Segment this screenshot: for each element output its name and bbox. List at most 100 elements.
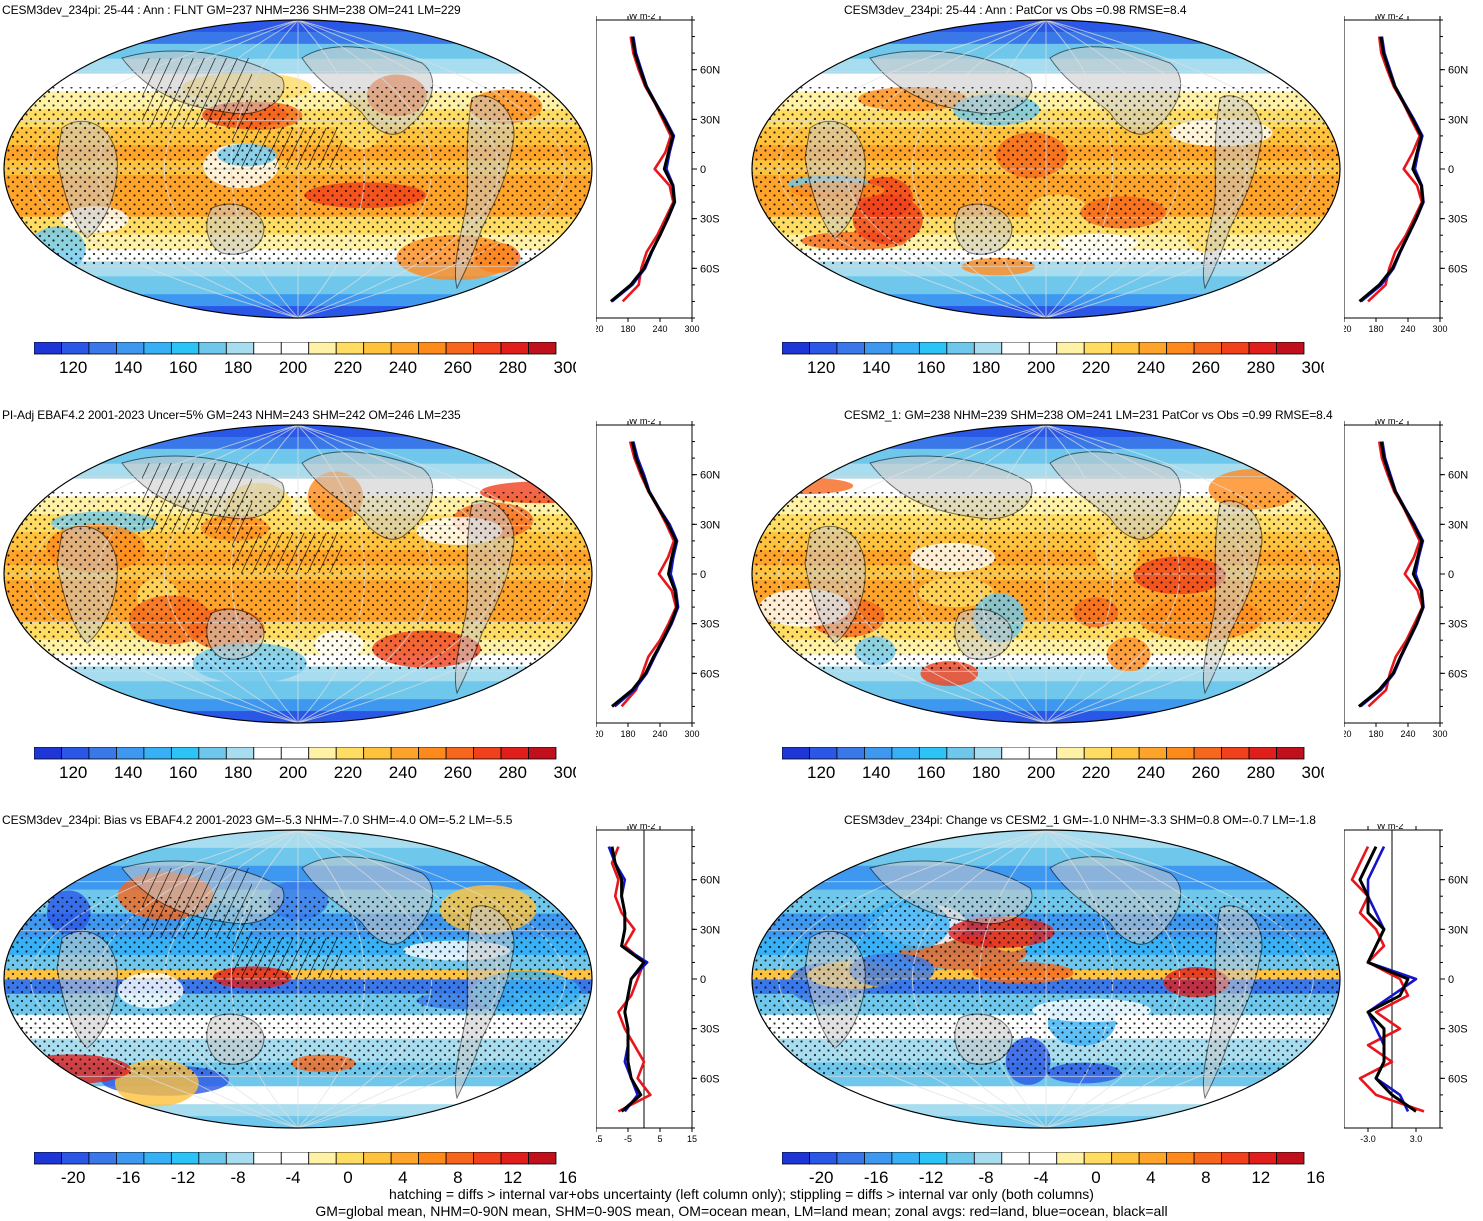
colorbar-swatch	[1193, 747, 1222, 760]
map-border	[3, 829, 593, 1129]
panel-title: CESM3dev_234pi: 25-44 : Ann : PatCor vs …	[844, 3, 1187, 17]
colorbar-label: -12	[919, 1168, 944, 1187]
colorbar-swatch	[390, 747, 420, 760]
colorbar-swatch	[363, 342, 392, 355]
colorbar-label: -8	[978, 1168, 993, 1187]
colorbar-swatch	[335, 342, 365, 355]
zonal-plot-p6: W m-2 60N 30N 0 30S 60S -3.0 3.0	[1344, 824, 1468, 1144]
colorbar-label: -4	[1033, 1168, 1048, 1187]
colorbar-swatch	[1056, 1152, 1085, 1165]
lat-label: 60S	[700, 263, 720, 275]
colorbar-swatch	[1248, 1152, 1277, 1165]
colorbar-label: 300	[1302, 358, 1324, 377]
hatching	[142, 463, 252, 533]
colorbar-swatch	[170, 342, 200, 355]
panel-title: CESM3dev_234pi: Bias vs EBAF4.2 2001-202…	[2, 813, 513, 827]
zonal-unit: W m-2	[629, 14, 656, 21]
zonal-unit: W m-2	[629, 824, 656, 831]
lat-label: 60S	[700, 1073, 720, 1085]
colorbar-label: -20	[809, 1168, 834, 1187]
colorbar-swatch	[1028, 1152, 1058, 1165]
colorbar-swatch	[528, 1152, 557, 1165]
colorbar-label: 180	[224, 358, 252, 377]
colorbar-label: 160	[917, 358, 945, 377]
zonal-xtick: 5	[657, 1134, 662, 1144]
zonal-xtick: 180	[1368, 729, 1383, 739]
lat-label: 60N	[1448, 470, 1468, 482]
colorbar-label: 4	[1146, 1168, 1155, 1187]
colorbar-swatch	[308, 1152, 337, 1165]
zonal-plot-p3: W m-2 60N 30N 0 30S 60S 120 180 240 300	[596, 419, 720, 739]
colorbar-label: -8	[230, 1168, 245, 1187]
lat-label: 30S	[700, 214, 720, 226]
colorbar-swatch	[1056, 342, 1085, 355]
colorbar-swatch	[143, 747, 172, 760]
colorbar-swatch	[891, 342, 920, 355]
colorbar-label: 260	[444, 358, 472, 377]
colorbar-swatch	[445, 747, 474, 760]
colorbar-swatch	[528, 747, 557, 760]
colorbar-label: 120	[807, 763, 835, 782]
colorbar-swatch	[418, 747, 447, 760]
colorbar-swatch	[500, 1152, 529, 1165]
map-p6	[751, 829, 1341, 1129]
colorbar-swatch	[34, 1152, 62, 1165]
zonal-unit: W m-2	[1377, 824, 1404, 831]
map-p3	[3, 424, 593, 724]
colorbar-swatch	[308, 342, 337, 355]
colorbar-swatch	[1166, 747, 1195, 760]
colorbar-swatch	[1083, 747, 1113, 760]
zonal-xtick: -15	[596, 1134, 603, 1144]
colorbar-swatch	[946, 747, 975, 760]
colorbar-label: 240	[1137, 358, 1165, 377]
colorbar-swatch	[1138, 747, 1168, 760]
colorbar-swatch	[1193, 1152, 1222, 1165]
colorbar-swatch	[836, 1152, 865, 1165]
lat-label: 30S	[1448, 1024, 1468, 1036]
lat-label: 30S	[700, 619, 720, 631]
colorbar-swatch	[390, 1152, 420, 1165]
zonal-xtick: 240	[652, 729, 667, 739]
map-p4	[751, 424, 1341, 724]
colorbar-swatch	[1056, 747, 1085, 760]
stippling	[752, 87, 1340, 266]
colorbar-label: 300	[554, 358, 576, 377]
colorbar-label: 8	[1201, 1168, 1210, 1187]
zonal-xtick: 180	[620, 729, 635, 739]
colorbar-swatch	[1138, 1152, 1168, 1165]
map-p2	[751, 19, 1341, 319]
colorbar-label: 260	[1192, 358, 1220, 377]
colorbar-swatch	[253, 342, 282, 355]
colorbar-label: 120	[59, 358, 87, 377]
colorbar-label: 120	[59, 763, 87, 782]
colorbar-label: -12	[171, 1168, 196, 1187]
colorbar-swatch	[445, 1152, 474, 1165]
lat-label: 30S	[700, 1024, 720, 1036]
colorbar-swatch	[88, 1152, 117, 1165]
colorbar-swatch	[225, 1152, 255, 1165]
colorbar-swatch	[1001, 747, 1030, 760]
colorbar-label: 140	[114, 763, 142, 782]
colorbar-swatch	[918, 747, 948, 760]
colorbar-label: 300	[554, 763, 576, 782]
stippling	[4, 492, 592, 671]
colorbar-swatch	[390, 342, 420, 355]
colorbar-label: -16	[864, 1168, 889, 1187]
colorbar-swatch	[116, 747, 145, 760]
stippling	[752, 492, 1340, 671]
map-border	[751, 424, 1341, 724]
colorbar-swatch	[864, 747, 893, 760]
colorbar-swatch	[1276, 747, 1305, 760]
zonal-plot-p5: W m-2 60N 30N 0 30S 60S -15 -5 5 15	[596, 824, 720, 1144]
zonal-xtick: 240	[1400, 324, 1415, 334]
colorbar-p4: 120140160180200220240260280300320	[782, 747, 1324, 782]
colorbar-swatch	[253, 1152, 282, 1165]
colorbar-swatch	[973, 342, 1003, 355]
colorbar-swatch	[363, 747, 392, 760]
colorbar-label: 280	[1247, 358, 1275, 377]
zonal-plot-p1: W m-2 60N 30N 0 30S 60S 120 180 240 300	[596, 14, 720, 334]
colorbar-label: 140	[114, 358, 142, 377]
colorbar-swatch	[946, 1152, 975, 1165]
colorbar-label: 12	[1251, 1168, 1270, 1187]
colorbar-label: 160	[169, 763, 197, 782]
